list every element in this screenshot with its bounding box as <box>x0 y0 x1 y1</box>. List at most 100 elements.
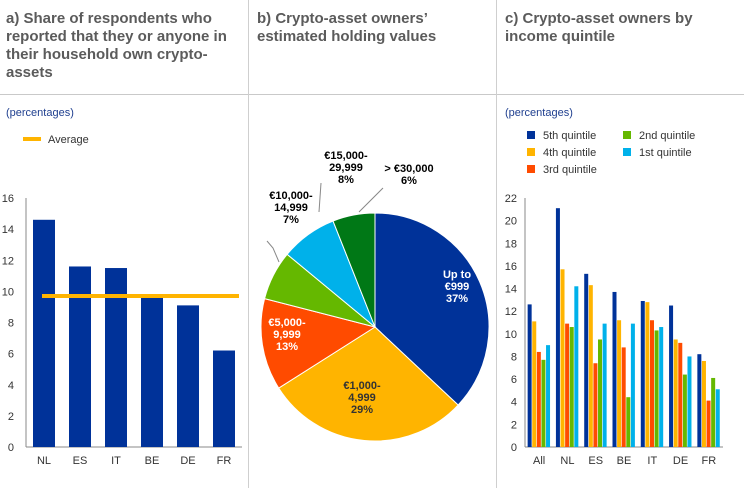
y-tick-label: 20 <box>505 216 517 228</box>
bar-be-q5 <box>612 291 617 447</box>
y-tick-label: 0 <box>8 442 14 454</box>
pie-label-1: €1,000-4,999 29% <box>343 380 381 416</box>
y-tick-label: 4 <box>511 397 517 409</box>
y-tick-label: 14 <box>2 224 14 236</box>
x-tick-label: ES <box>73 455 88 467</box>
bar-de-q1 <box>687 356 692 447</box>
legend-label-average: Average <box>48 134 89 146</box>
bar-de-q5 <box>669 305 674 447</box>
bar-it-q5 <box>640 300 645 447</box>
bar-fr-q2 <box>711 377 716 447</box>
bar-nl <box>33 219 55 447</box>
legend-label-5th-quintile: 5th quintile <box>543 130 596 142</box>
bar-all-q3 <box>536 351 541 447</box>
bar-nl-q3 <box>565 323 570 447</box>
legend-label-1st-quintile: 1st quintile <box>639 147 692 159</box>
bar-es-q1 <box>602 323 607 447</box>
y-tick-label: 10 <box>505 329 517 341</box>
bar-be-q2 <box>626 397 631 447</box>
leader-line <box>318 182 322 213</box>
x-tick-label: BE <box>617 455 632 467</box>
bar-de-q2 <box>682 374 687 447</box>
x-tick-label: FR <box>217 455 232 467</box>
y-tick-label: 6 <box>511 374 517 386</box>
x-tick-label: NL <box>560 455 574 467</box>
y-tick-label: 22 <box>505 193 517 205</box>
x-tick-label: DE <box>180 455 195 467</box>
bar-it-q1 <box>659 327 664 447</box>
y-tick-label: 12 <box>2 255 14 267</box>
y-tick-label: 6 <box>8 349 14 361</box>
bar-be-q1 <box>630 323 635 447</box>
x-tick-label: ES <box>588 455 603 467</box>
chart-b: Up to €999 37% €1,000-4,999 29% €5,000-9,999 1… <box>260 150 490 442</box>
legend-swatch-2nd-quintile <box>623 131 631 139</box>
bar-nl-q2 <box>569 327 574 447</box>
bar-fr-q3 <box>706 400 711 447</box>
legend-swatch-1st-quintile <box>623 148 631 156</box>
legend-label-3rd-quintile: 3rd quintile <box>543 164 597 176</box>
bar-be-q3 <box>621 347 626 447</box>
x-tick-label: FR <box>702 455 717 467</box>
panel-b: b) Crypto-asset owners’ estimated holdin… <box>248 0 496 488</box>
bar-nl-q5 <box>555 208 560 447</box>
bar-all-q2 <box>541 359 546 447</box>
y-tick-label: 18 <box>505 238 517 250</box>
bar-it <box>105 268 127 447</box>
y-tick-label: 14 <box>505 284 517 296</box>
y-tick-label: 16 <box>2 193 14 205</box>
y-tick-label: 2 <box>511 419 517 431</box>
bar-be-q4 <box>617 320 622 447</box>
bar-it-q4 <box>645 302 650 447</box>
panel-a: a) Share of respondents who reported tha… <box>0 0 248 488</box>
bar-nl-q4 <box>560 269 565 447</box>
pie-label-3: €10,000-14,999 7% <box>269 190 313 226</box>
legend-swatch-3rd-quintile <box>527 165 535 173</box>
bar-es-q4 <box>588 285 593 447</box>
bar-de-q3 <box>678 342 683 447</box>
y-tick-label: 2 <box>8 411 14 423</box>
bar-es-q5 <box>584 273 589 447</box>
panel-c-units: (percentages) <box>505 107 573 119</box>
y-tick-label: 8 <box>511 351 517 363</box>
bar-it-q3 <box>649 320 654 447</box>
bar-it-q2 <box>654 330 659 447</box>
legend-label-4th-quintile: 4th quintile <box>543 147 596 159</box>
bar-fr-q5 <box>697 354 702 447</box>
pie-label-0: Up to €999 37% <box>443 269 471 305</box>
bar-all-q4 <box>532 321 537 447</box>
pie-label-5: > €30,000 6% <box>384 163 433 187</box>
x-tick-label: DE <box>673 455 688 467</box>
legend-label-2nd-quintile: 2nd quintile <box>639 130 695 142</box>
bar-be <box>141 297 163 447</box>
panel-a-title: a) Share of respondents who reported tha… <box>6 10 227 81</box>
leader-line <box>266 240 280 263</box>
panel-c-title: c) Crypto-asset owners by income quintil… <box>505 10 693 45</box>
x-tick-label: BE <box>145 455 160 467</box>
panel-a-units: (percentages) <box>6 107 74 119</box>
bar-all-q5 <box>527 304 532 447</box>
bar-fr-q1 <box>715 389 720 447</box>
bar-all-q1 <box>546 345 551 447</box>
bar-fr-q4 <box>701 360 706 447</box>
panel-c: c) Crypto-asset owners by income quintil… <box>496 0 744 488</box>
pie-label-2: €5,000-9,999 13% <box>268 317 306 353</box>
pie-slice-2 <box>260 298 377 389</box>
bar-de-q4 <box>673 339 678 447</box>
panel-b-title: b) Crypto-asset owners’ estimated holdin… <box>257 10 437 45</box>
pie-slice-0 <box>374 212 490 406</box>
y-tick-label: 0 <box>511 442 517 454</box>
x-tick-label: IT <box>647 455 657 467</box>
y-tick-label: 8 <box>8 318 14 330</box>
divider <box>497 94 744 95</box>
divider <box>249 94 496 95</box>
bar-es <box>69 266 91 447</box>
legend-swatch-4th-quintile <box>527 148 535 156</box>
bar-fr <box>213 350 235 447</box>
x-tick-label: All <box>533 455 545 467</box>
legend-swatch-5th-quintile <box>527 131 535 139</box>
pie-slice-1 <box>278 326 459 442</box>
bar-de <box>177 305 199 447</box>
bar-es-q3 <box>593 363 598 447</box>
y-tick-label: 12 <box>505 306 517 318</box>
